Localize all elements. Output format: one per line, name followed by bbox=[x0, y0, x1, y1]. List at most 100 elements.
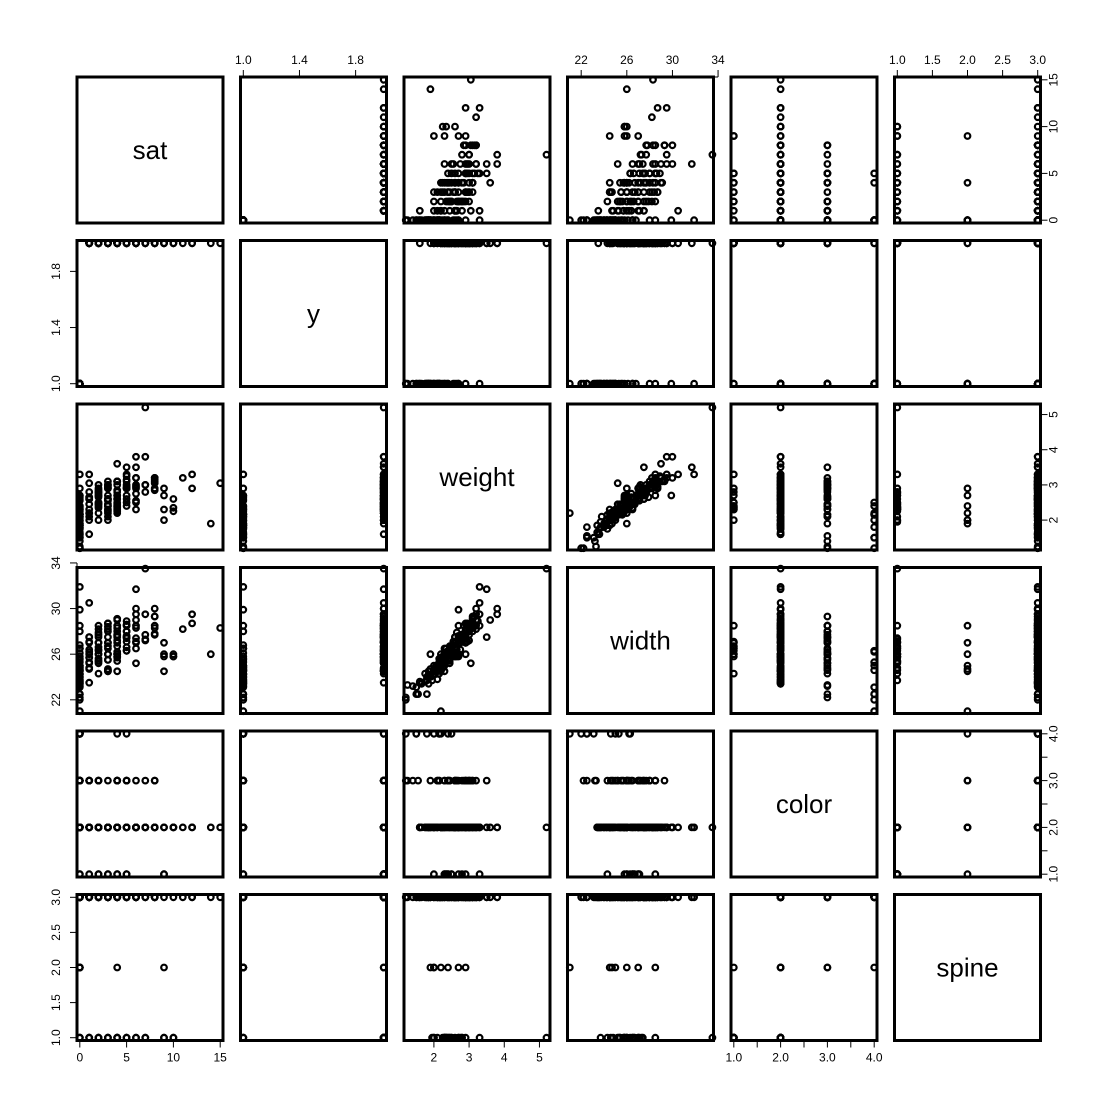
data-point-152 bbox=[628, 160, 637, 168]
data-point-144 bbox=[454, 870, 463, 879]
data-point-148 bbox=[608, 206, 616, 215]
data-point-167 bbox=[239, 216, 248, 225]
data-point-127 bbox=[776, 463, 785, 472]
data-point-24 bbox=[620, 132, 629, 140]
data-point-149 bbox=[239, 491, 248, 500]
data-point-21 bbox=[447, 169, 456, 178]
data-point-160 bbox=[468, 823, 477, 832]
data-point-163 bbox=[776, 122, 785, 131]
data-point-126 bbox=[75, 470, 84, 479]
data-point-152 bbox=[776, 160, 785, 168]
data-point-148 bbox=[85, 893, 94, 902]
data-point-151 bbox=[458, 197, 466, 206]
data-point-129 bbox=[870, 379, 879, 388]
data-point-105 bbox=[776, 103, 785, 112]
panel-width-vs-color bbox=[729, 564, 879, 716]
data-point-69 bbox=[963, 661, 972, 670]
data-point-13 bbox=[963, 729, 972, 738]
data-point-119 bbox=[651, 1033, 660, 1042]
data-point-62 bbox=[160, 870, 168, 879]
data-point-165 bbox=[603, 893, 612, 902]
data-point-151 bbox=[94, 630, 103, 639]
data-point-163 bbox=[379, 652, 388, 661]
data-point-97 bbox=[668, 141, 677, 150]
data-point-63 bbox=[454, 169, 463, 178]
data-point-165 bbox=[603, 379, 612, 388]
data-point-62 bbox=[963, 638, 972, 647]
data-point-22 bbox=[454, 605, 463, 614]
panel-frame bbox=[402, 729, 552, 879]
data-point-24 bbox=[160, 491, 168, 500]
data-point-144 bbox=[634, 870, 643, 879]
data-point-45 bbox=[379, 564, 388, 573]
data-point-138 bbox=[401, 216, 410, 225]
data-point-159 bbox=[650, 893, 659, 902]
data-point-119 bbox=[893, 470, 902, 479]
data-point-163 bbox=[620, 507, 629, 516]
data-point-73 bbox=[594, 206, 603, 215]
data-point-160 bbox=[776, 477, 785, 486]
data-point-101 bbox=[626, 870, 635, 879]
panel-frame bbox=[75, 893, 225, 1042]
data-point-83 bbox=[486, 616, 495, 624]
data-point-160 bbox=[658, 893, 667, 902]
data-point-167 bbox=[239, 514, 248, 523]
data-point-128 bbox=[141, 776, 150, 785]
data-point-94 bbox=[1033, 75, 1042, 84]
data-point-145 bbox=[674, 239, 682, 248]
data-point-158 bbox=[893, 206, 902, 215]
panel-y-vs-weight bbox=[401, 239, 552, 388]
data-point-155 bbox=[379, 629, 388, 638]
data-point-127 bbox=[687, 239, 696, 248]
data-point-163 bbox=[169, 893, 178, 902]
panel-color-vs-width bbox=[565, 729, 717, 879]
data-point-118 bbox=[870, 661, 879, 670]
data-point-166 bbox=[113, 893, 122, 902]
data-point-140 bbox=[444, 197, 452, 206]
data-point-163 bbox=[438, 823, 447, 832]
data-point-38 bbox=[461, 103, 470, 112]
data-point-147 bbox=[94, 646, 103, 655]
data-point-149 bbox=[454, 963, 463, 972]
data-point-164 bbox=[823, 649, 832, 657]
data-point-145 bbox=[475, 893, 484, 902]
data-point-146 bbox=[651, 178, 660, 187]
data-point-167 bbox=[75, 823, 84, 832]
data-point-18 bbox=[94, 516, 103, 524]
data-point-105 bbox=[475, 103, 484, 112]
data-point-111 bbox=[470, 141, 479, 150]
data-point-94 bbox=[379, 75, 388, 84]
data-point-161 bbox=[94, 509, 103, 517]
data-point-99 bbox=[132, 604, 140, 613]
panel-color-vs-sat bbox=[75, 729, 225, 879]
data-point-106 bbox=[651, 197, 660, 206]
data-point-85 bbox=[605, 132, 614, 140]
data-point-138 bbox=[239, 693, 248, 702]
data-point-74 bbox=[132, 776, 140, 785]
data-point-158 bbox=[893, 505, 902, 514]
data-point-165 bbox=[1033, 525, 1042, 533]
data-point-82 bbox=[823, 477, 832, 486]
data-point-22 bbox=[75, 605, 84, 614]
data-point-22 bbox=[239, 605, 248, 614]
data-point-122 bbox=[652, 169, 661, 178]
data-point-134 bbox=[94, 481, 103, 489]
data-point-164 bbox=[75, 502, 84, 510]
panel-weight-vs-y bbox=[239, 402, 388, 553]
data-point-44 bbox=[75, 1033, 84, 1042]
data-point-111 bbox=[150, 475, 159, 484]
data-point-123 bbox=[893, 635, 902, 644]
data-point-161 bbox=[616, 197, 624, 206]
data-point-145 bbox=[475, 206, 484, 215]
data-point-82 bbox=[150, 776, 159, 785]
data-point-12 bbox=[472, 113, 481, 122]
data-point-14 bbox=[426, 85, 435, 94]
data-point-130 bbox=[103, 516, 112, 524]
data-point-14 bbox=[206, 893, 215, 902]
data-point-127 bbox=[687, 160, 696, 168]
data-point-159 bbox=[103, 622, 112, 631]
data-point-167 bbox=[610, 823, 619, 832]
data-point-160 bbox=[1033, 614, 1042, 623]
data-point-149 bbox=[75, 621, 84, 630]
data-point-127 bbox=[379, 585, 388, 594]
